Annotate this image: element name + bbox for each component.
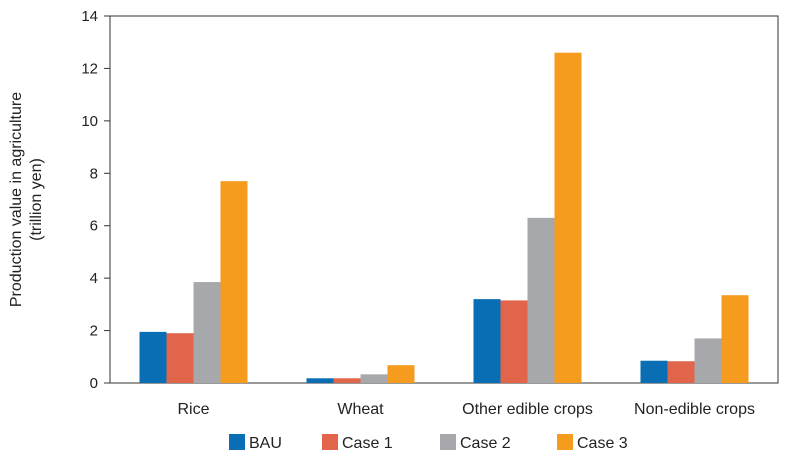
y-tick-label: 8 (90, 165, 98, 182)
legend-label: Case 1 (342, 435, 393, 452)
y-axis-title: Production value in agriculture (trillion… (8, 92, 45, 307)
y-axis-title-line: Production value in agriculture (8, 92, 25, 307)
bar-case-2-0 (193, 282, 221, 383)
x-category-label: Wheat (337, 401, 384, 418)
y-tick-label: 14 (81, 8, 98, 25)
y-tick-label: 6 (90, 218, 98, 235)
x-category-label: Other edible crops (462, 401, 593, 418)
y-axis: 0 2 4 6 8 10 12 14 (81, 8, 110, 392)
bar-case-1-0 (166, 333, 194, 383)
bar-case-1-1 (333, 378, 361, 383)
bar-case-3-0 (220, 181, 248, 383)
bar-case-2-2 (527, 217, 555, 383)
y-tick-label: 4 (90, 270, 98, 287)
bar-case-2-3 (694, 338, 722, 383)
y-tick-label: 0 (90, 375, 98, 392)
bar-case-3-2 (554, 52, 582, 383)
legend-swatch (557, 434, 573, 450)
x-axis: Rice Wheat Other edible crops Non-edible cr… (177, 401, 754, 418)
legend-swatch (440, 434, 456, 450)
x-category-label: Rice (177, 401, 209, 418)
legend-swatch (322, 434, 338, 450)
bar-bau-2 (473, 299, 501, 383)
bar-case-1-3 (667, 361, 695, 383)
bar-case-3-3 (721, 295, 749, 383)
bar-bau-3 (640, 360, 668, 383)
plot-area (109, 15, 779, 384)
y-tick-label: 2 (90, 323, 98, 340)
x-category-label: Non-edible crops (634, 401, 755, 418)
plot-frame (109, 15, 779, 384)
legend-label: Case 3 (577, 435, 628, 452)
legend-label: Case 2 (460, 435, 511, 452)
legend-swatch (229, 434, 245, 450)
bar-bau-1 (306, 378, 334, 383)
y-tick-label: 10 (81, 113, 98, 130)
bars-group (139, 52, 749, 383)
bar-bau-0 (139, 331, 167, 383)
legend-label: BAU (249, 435, 282, 452)
y-axis-title-line: (trillion yen) (28, 158, 45, 241)
bar-case-3-1 (387, 365, 415, 383)
bar-case-1-2 (500, 300, 528, 383)
y-tick-label: 12 (81, 60, 98, 77)
bar-case-2-1 (360, 374, 388, 383)
legend: BAU Case 1 Case 2 Case 3 (229, 434, 628, 452)
